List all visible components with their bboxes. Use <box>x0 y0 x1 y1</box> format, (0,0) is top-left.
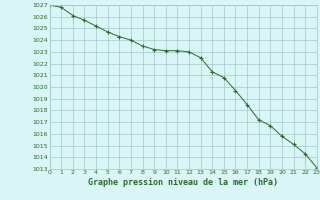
X-axis label: Graphe pression niveau de la mer (hPa): Graphe pression niveau de la mer (hPa) <box>88 178 278 187</box>
